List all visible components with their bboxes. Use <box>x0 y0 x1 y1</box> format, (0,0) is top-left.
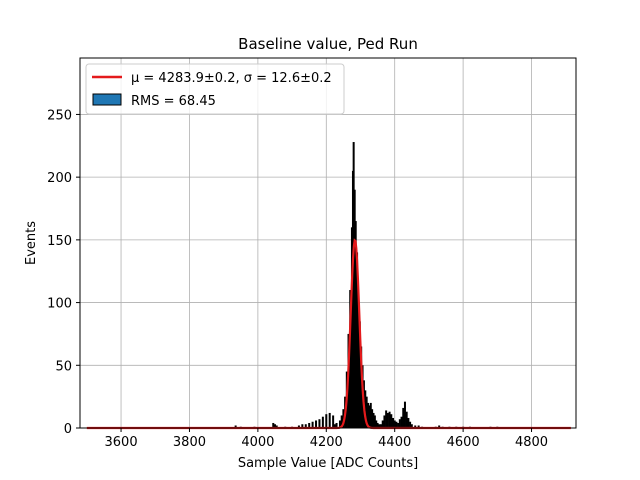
histogram-bar <box>395 421 398 428</box>
histogram-bar <box>414 425 417 428</box>
histogram-bar <box>333 424 336 428</box>
histogram-bar <box>328 412 331 428</box>
histogram-bar <box>350 227 353 428</box>
y-tick-label: 150 <box>47 234 72 249</box>
histogram-bar <box>390 414 393 428</box>
histogram-bar <box>353 189 356 428</box>
x-tick-label: 3800 <box>173 435 206 450</box>
histogram-bar <box>349 290 352 428</box>
histogram-bar <box>381 420 384 428</box>
histogram-bar <box>357 290 360 428</box>
y-tick-label: 50 <box>55 359 72 374</box>
y-tick-label: 250 <box>47 108 72 123</box>
histogram-bar <box>354 221 357 428</box>
histogram-bar <box>378 424 381 428</box>
histogram-bar <box>360 346 363 428</box>
y-tick-label: 0 <box>64 422 72 437</box>
chart-title: Baseline value, Ped Run <box>238 35 418 53</box>
histogram-bar <box>234 425 237 428</box>
histogram-bar <box>352 142 355 428</box>
histogram-bar <box>385 410 388 428</box>
histogram-bar <box>383 415 386 428</box>
x-tick-label: 4000 <box>241 435 274 450</box>
x-tick-label: 4200 <box>310 435 343 450</box>
histogram-bar <box>397 422 400 428</box>
histogram-bar <box>358 321 361 428</box>
histogram-bar <box>402 407 405 428</box>
histogram-bar <box>275 425 278 428</box>
x-axis-label: Sample Value [ADC Counts] <box>238 456 418 471</box>
histogram-bar <box>380 424 383 428</box>
histogram-bar <box>375 420 378 428</box>
histogram-bar <box>409 421 412 428</box>
histogram-bar <box>369 402 372 428</box>
histogram-bar <box>405 411 408 428</box>
histogram-bar <box>304 424 307 428</box>
legend: μ = 4283.9±0.2, σ = 12.6±0.2 RMS = 68.45 <box>85 63 345 115</box>
y-axis-label: Events <box>24 221 39 265</box>
histogram-bar <box>400 416 403 428</box>
histogram-bar <box>272 422 275 428</box>
histogram-bar <box>393 420 396 428</box>
histogram-bar <box>338 420 341 428</box>
y-axis-ticks: 0 50 100 150 200 250 <box>47 108 80 437</box>
histogram-bar <box>335 422 338 428</box>
histogram-bar <box>368 405 371 428</box>
histogram-bar <box>332 415 335 428</box>
histogram-bar <box>365 396 368 428</box>
histogram-bar <box>367 402 370 428</box>
histogram-bar <box>386 412 389 428</box>
legend-rms-label: RMS = 68.45 <box>131 94 216 109</box>
histogram-bar <box>273 424 276 428</box>
histogram-bar <box>297 425 300 428</box>
histogram-bar <box>403 401 406 428</box>
x-tick-label: 4400 <box>378 435 411 450</box>
histogram-bar <box>315 420 318 428</box>
legend-rms-patch-swatch <box>92 93 122 106</box>
histogram-bar <box>398 419 401 428</box>
histogram-bar <box>373 415 376 428</box>
x-tick-label: 4800 <box>515 435 548 450</box>
histogram-bar <box>325 414 328 428</box>
x-tick-label: 4600 <box>447 435 480 450</box>
y-tick-label: 100 <box>47 297 72 312</box>
legend-box <box>85 63 345 115</box>
histogram-bar <box>407 417 410 428</box>
x-axis-ticks: 3600 3800 4000 4200 4400 4600 4800 <box>105 428 548 450</box>
histogram-bar <box>410 424 413 428</box>
histogram-bar <box>308 422 311 428</box>
histogram-bar <box>321 416 324 428</box>
histogram-bar <box>417 425 420 428</box>
histogram-bar <box>356 252 359 428</box>
histogram-bar <box>376 422 379 428</box>
x-tick-label: 3600 <box>105 435 138 450</box>
histogram-bar <box>372 412 375 428</box>
legend-fit-label: μ = 4283.9±0.2, σ = 12.6±0.2 <box>131 71 332 86</box>
histogram-bar <box>391 417 394 428</box>
plot-frame <box>79 57 577 429</box>
histogram-bar <box>388 411 391 428</box>
histogram-bar <box>371 409 374 428</box>
histogram-bar <box>301 424 304 428</box>
histogram-bar <box>311 421 314 428</box>
histogram-bar <box>438 425 441 428</box>
histogram-bar <box>318 419 321 428</box>
y-tick-label: 200 <box>47 171 72 186</box>
histogram-bar <box>340 415 343 428</box>
